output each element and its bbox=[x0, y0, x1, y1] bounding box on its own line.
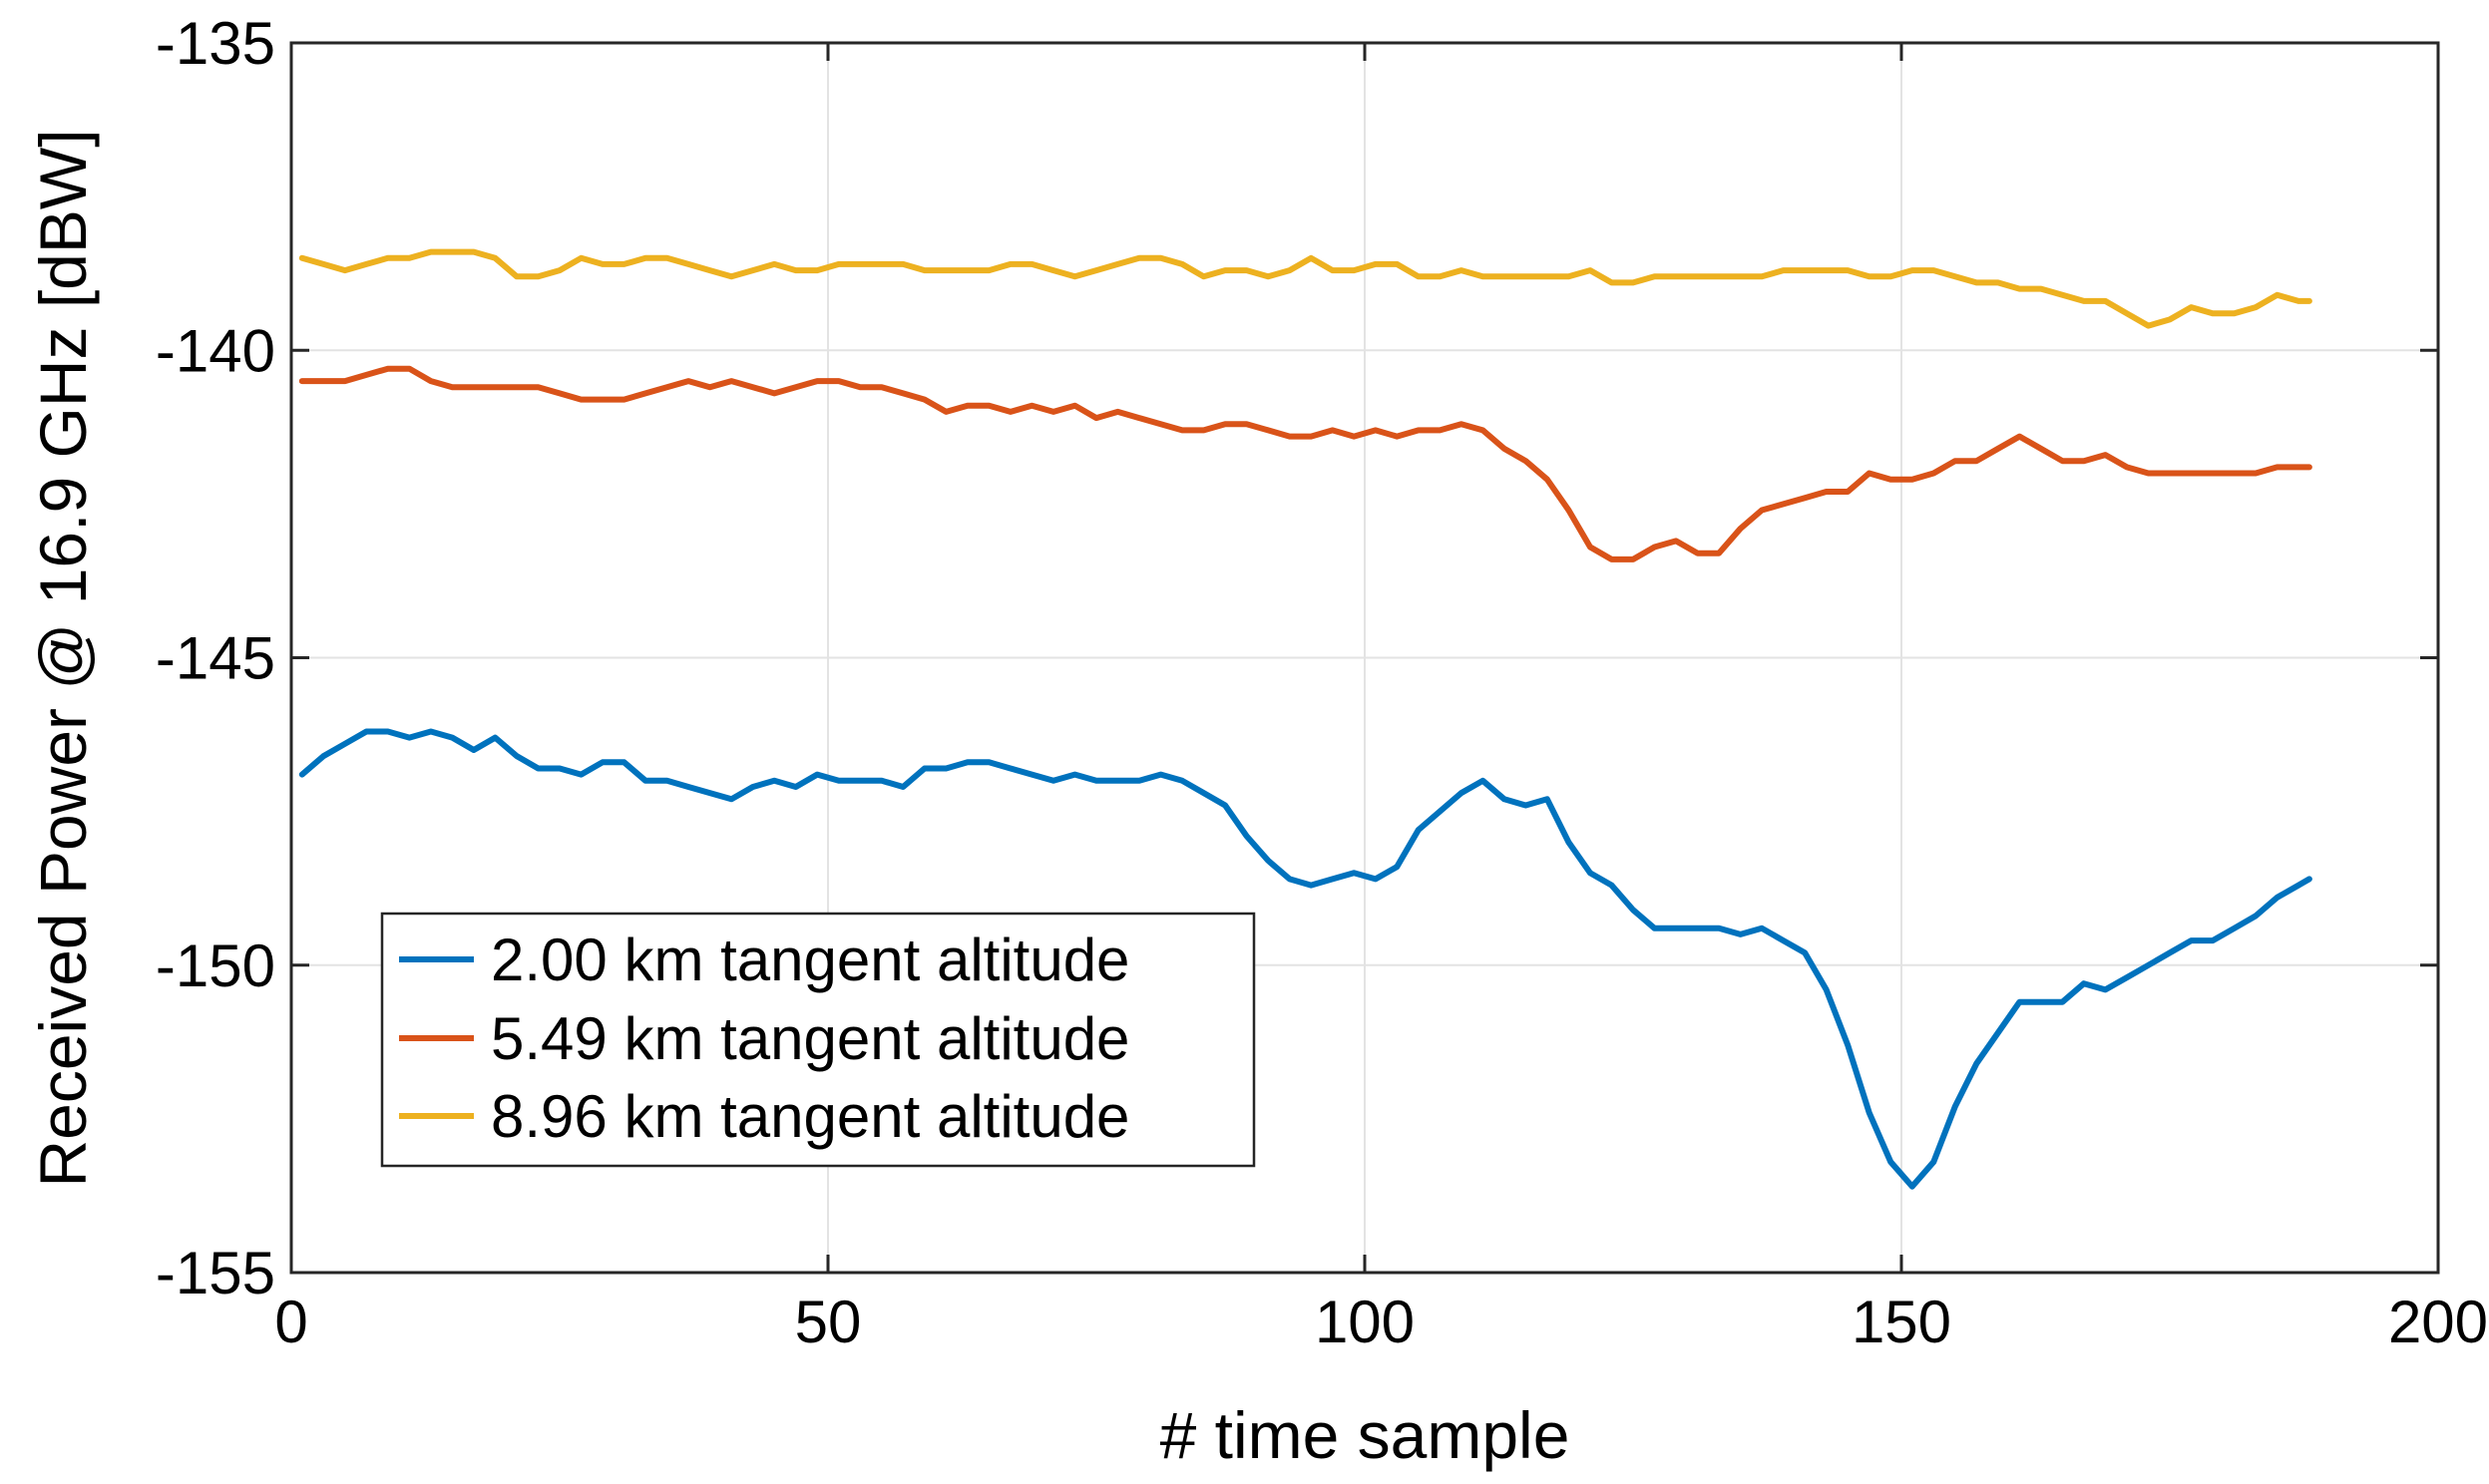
y-tick-label-0: -135 bbox=[156, 10, 275, 77]
x-tick-label-3: 150 bbox=[1852, 1289, 1951, 1355]
y-tick-label-4: -155 bbox=[156, 1240, 275, 1306]
x-tick-label-0: 0 bbox=[274, 1289, 307, 1355]
y-tick-label-2: -145 bbox=[156, 625, 275, 692]
series-line-2 bbox=[298, 365, 2312, 562]
x-tick-label-4: 200 bbox=[2388, 1289, 2488, 1355]
legend: 2.00 km tangent altitude 5.49 km tangent… bbox=[380, 912, 1256, 1168]
y-axis-title: Received Power @ 16.9 GHz [dBW] bbox=[26, 129, 100, 1187]
legend-label-2: 5.49 km tangent altitude bbox=[491, 1005, 1129, 1072]
series-layer bbox=[298, 248, 2312, 1190]
axes bbox=[289, 41, 2440, 1275]
y-tick-label-1: -140 bbox=[156, 317, 275, 384]
x-tick-label-2: 100 bbox=[1315, 1289, 1415, 1355]
legend-box bbox=[380, 912, 1256, 1168]
y-tick-label-3: -150 bbox=[156, 932, 275, 999]
tick-labels: 0 50 100 150 200 -135 -140 -145 -150 -155 bbox=[156, 10, 2488, 1355]
legend-label-1: 2.00 km tangent altitude bbox=[491, 927, 1129, 993]
x-tick-label-1: 50 bbox=[795, 1289, 862, 1355]
series-line-1 bbox=[298, 728, 2312, 1190]
series-line-3 bbox=[298, 248, 2312, 329]
x-axis-title: # time sample bbox=[1160, 1398, 1570, 1472]
legend-label-3: 8.96 km tangent altitude bbox=[491, 1083, 1129, 1150]
